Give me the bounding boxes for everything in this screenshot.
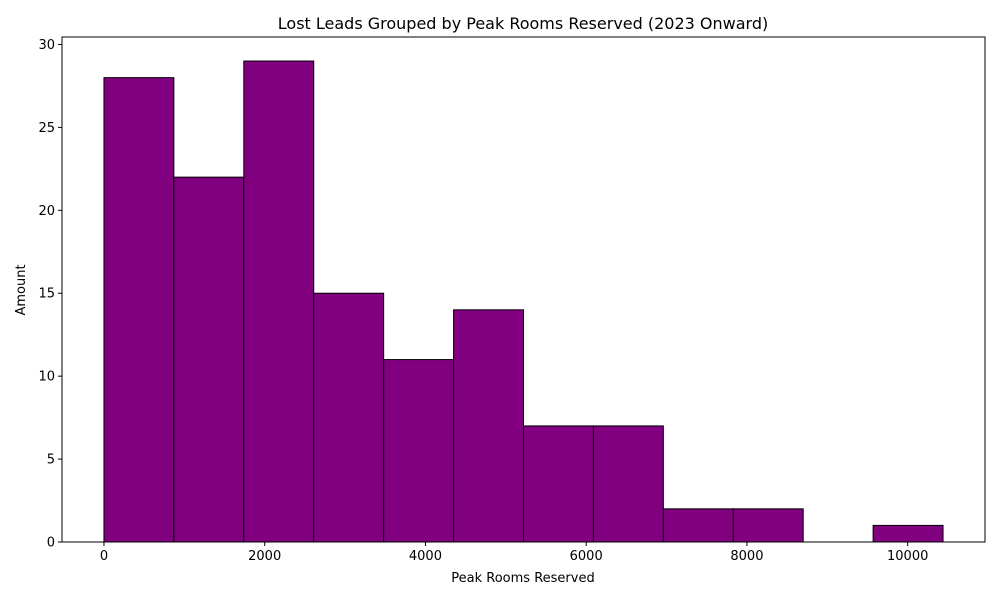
y-axis: 0 5 10 15 20 25 30 <box>38 38 62 551</box>
plot-frame <box>61 36 986 543</box>
histogram-bar-4 <box>383 359 455 543</box>
histogram-bar-0 <box>103 77 175 543</box>
y-tick-label-2: 10 <box>38 370 55 385</box>
y-tick-label-0: 0 <box>47 536 55 551</box>
chart-title: Lost Leads Grouped by Peak Rooms Reserve… <box>278 14 768 33</box>
x-tick-label-1: 2000 <box>248 549 281 564</box>
x-tick-label-0: 0 <box>100 549 108 564</box>
x-tick-label-3: 6000 <box>570 549 603 564</box>
y-tick-label-5: 25 <box>38 121 55 136</box>
histogram-bar-7 <box>592 425 664 543</box>
histogram-bar-6 <box>523 425 594 543</box>
y-tick-label-6: 30 <box>38 38 55 53</box>
histogram-bar-1 <box>173 176 245 543</box>
x-tick-label-4: 8000 <box>730 549 763 564</box>
histogram-bar-2 <box>243 60 315 543</box>
y-tick-label-1: 5 <box>47 453 55 468</box>
histogram-bar-8 <box>662 508 734 543</box>
histogram-bar-9 <box>732 508 804 543</box>
histogram-bar-5 <box>453 309 524 543</box>
y-axis-title: Amount <box>14 264 29 315</box>
histogram-bar-11 <box>872 524 944 543</box>
bars-group <box>103 60 944 543</box>
x-axis: 0 2000 4000 6000 8000 10000 <box>100 542 928 564</box>
y-tick-label-3: 15 <box>38 287 55 302</box>
y-tick-label-4: 20 <box>38 204 55 219</box>
x-tick-label-2: 4000 <box>409 549 442 564</box>
histogram-bar-3 <box>313 292 385 543</box>
x-axis-title: Peak Rooms Reserved <box>451 571 594 586</box>
x-tick-label-5: 10000 <box>887 549 928 564</box>
